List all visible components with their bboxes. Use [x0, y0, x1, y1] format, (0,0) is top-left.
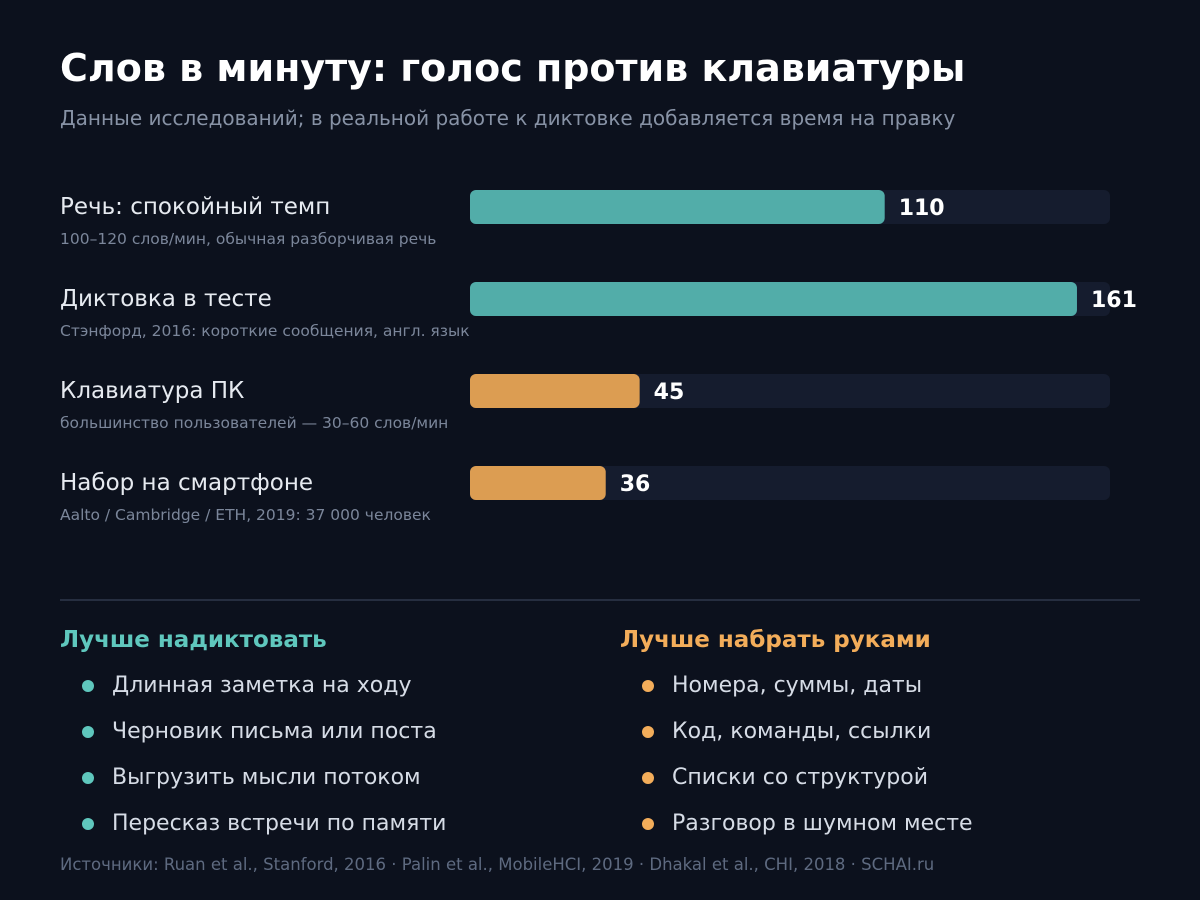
- list-item: Выгрузить мысли потоком: [60, 762, 580, 808]
- bar-chart: Речь: спокойный темп 100–120 слов/мин, об…: [60, 190, 1137, 524]
- list-item-label: Списки со структурой: [672, 765, 929, 790]
- bullet-dot-icon: [642, 772, 654, 784]
- bar-note: большинство пользователей — 30–60 слов/м…: [60, 414, 448, 432]
- list-item-label: Пересказ встречи по памяти: [112, 811, 447, 836]
- bar-value-label: 45: [654, 380, 685, 405]
- dictate-heading: Лучше надиктовать: [60, 627, 327, 653]
- dictate-column: Лучше надиктовать Длинная заметка на ход…: [60, 624, 580, 854]
- list-item-label: Код, команды, ссылки: [672, 719, 932, 744]
- bar-label: Речь: спокойный темп: [60, 194, 330, 220]
- bar-note: 100–120 слов/мин, обычная разборчивая ре…: [60, 230, 436, 248]
- bar-value-label: 110: [899, 196, 945, 221]
- bar: [470, 374, 640, 408]
- bullet-dot-icon: [642, 726, 654, 738]
- type-heading: Лучше набрать руками: [620, 627, 931, 653]
- list-item: Списки со структурой: [620, 762, 1140, 808]
- list-item: Длинная заметка на ходу: [60, 670, 580, 716]
- bullet-dot-icon: [82, 726, 94, 738]
- bar-track: [470, 466, 1110, 500]
- list-item-label: Разговор в шумном месте: [672, 811, 973, 836]
- bar-label: Набор на смартфоне: [60, 470, 313, 496]
- bullet-dot-icon: [82, 818, 94, 830]
- bullet-dot-icon: [642, 680, 654, 692]
- list-item: Черновик письма или поста: [60, 716, 580, 762]
- bar-value-label: 161: [1091, 288, 1137, 313]
- list-item-label: Номера, суммы, даты: [672, 673, 923, 698]
- list-item: Пересказ встречи по памяти: [60, 808, 580, 854]
- bar-note: Стэнфорд, 2016: короткие сообщения, англ…: [60, 322, 470, 340]
- list-item: Разговор в шумном месте: [620, 808, 1140, 854]
- bullet-dot-icon: [82, 680, 94, 692]
- bar-label: Диктовка в тесте: [60, 286, 272, 312]
- bullet-dot-icon: [642, 818, 654, 830]
- bar-label: Клавиатура ПК: [60, 378, 244, 404]
- list-item: Номера, суммы, даты: [620, 670, 1140, 716]
- page-title: Слов в минуту: голос против клавиатуры: [60, 46, 966, 90]
- dictate-list: Длинная заметка на ходу Черновик письма …: [60, 670, 580, 854]
- page-subtitle: Данные исследований; в реальной работе к…: [60, 106, 956, 130]
- list-item-label: Выгрузить мысли потоком: [112, 765, 421, 790]
- type-column: Лучше набрать руками Номера, суммы, даты…: [620, 624, 1140, 854]
- bar-note: Aalto / Cambridge / ETH, 2019: 37 000 че…: [60, 506, 431, 524]
- list-item-label: Черновик письма или поста: [112, 719, 437, 744]
- section-divider: [60, 599, 1140, 601]
- sources-footnote: Источники: Ruan et al., Stanford, 2016 ·…: [60, 855, 935, 874]
- type-list: Номера, суммы, даты Код, команды, ссылки…: [620, 670, 1140, 854]
- bar: [470, 466, 606, 500]
- bar: [470, 282, 1077, 316]
- bullet-dot-icon: [82, 772, 94, 784]
- list-item: Код, команды, ссылки: [620, 716, 1140, 762]
- bar-value-label: 36: [620, 472, 651, 497]
- bar: [470, 190, 885, 224]
- list-item-label: Длинная заметка на ходу: [112, 673, 412, 698]
